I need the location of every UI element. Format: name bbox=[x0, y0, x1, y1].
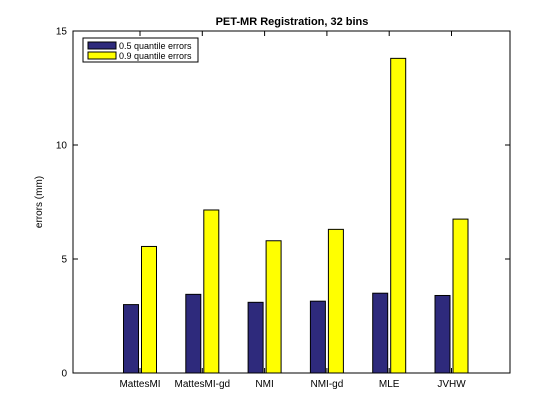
legend-label: 0.5 quantile errors bbox=[119, 41, 192, 51]
x-tick-label: MLE bbox=[379, 379, 400, 390]
bars-group bbox=[123, 57, 469, 374]
chart-title: PET-MR Registration, 32 bins bbox=[216, 16, 369, 28]
bar-q90-nmi bbox=[265, 240, 282, 374]
legend-swatch bbox=[87, 41, 117, 50]
x-axis: MattesMI MattesMI-gd NMI NMI-gd MLE JVHW bbox=[119, 31, 466, 390]
x-tick-label: MattesMI-gd bbox=[175, 379, 231, 390]
bar-q90-jvhw bbox=[452, 218, 469, 374]
y-tick-label: 10 bbox=[56, 141, 68, 152]
bar-q90-nmi-gd bbox=[327, 228, 344, 374]
x-tick-label: NMI bbox=[255, 379, 273, 390]
legend-label: 0.9 quantile errors bbox=[119, 51, 192, 61]
bar-q50-nmi bbox=[247, 301, 264, 374]
y-tick-label: 0 bbox=[61, 369, 67, 380]
x-tick-label: JVHW bbox=[437, 379, 466, 390]
x-tick-label: MattesMI bbox=[119, 379, 160, 390]
bar-q90-mattesmi-gd bbox=[203, 209, 220, 374]
y-axis-label: errors (mm) bbox=[34, 176, 45, 228]
bar-q50-nmi-gd bbox=[309, 300, 326, 374]
y-axis: 0 5 10 15 bbox=[56, 27, 510, 380]
bar-q50-jvhw bbox=[434, 294, 451, 374]
bar-q90-mattesmi bbox=[141, 245, 157, 374]
legend-swatch bbox=[87, 51, 117, 60]
y-tick-label: 15 bbox=[56, 27, 68, 38]
bar-q50-mattesmi-gd bbox=[185, 293, 202, 374]
x-tick-label: NMI-gd bbox=[311, 379, 344, 390]
bar-q90-mle bbox=[390, 57, 407, 374]
bar-q50-mattesmi bbox=[123, 304, 139, 374]
y-tick-label: 5 bbox=[61, 255, 67, 266]
bar-q50-mle bbox=[372, 292, 389, 374]
